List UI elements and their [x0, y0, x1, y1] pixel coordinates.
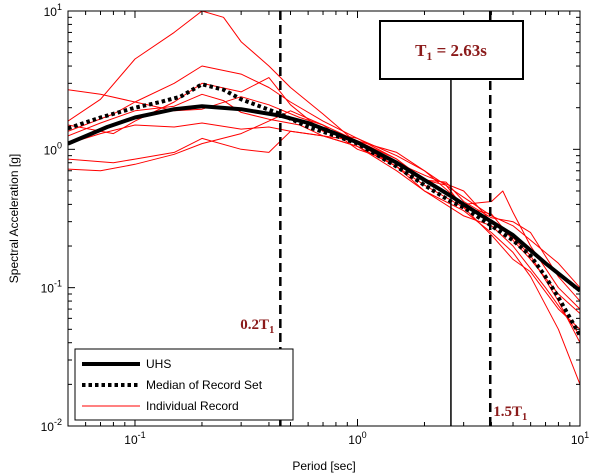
y-tick-label: 10-2 [41, 417, 62, 434]
y-tick-label: 10-1 [41, 279, 62, 296]
y-tick-label: 100 [44, 140, 62, 157]
annotation-1.5T1: 1.5T1 [493, 404, 527, 423]
plot-frame [67, 10, 581, 427]
reference-lines [279, 11, 492, 426]
legend: UHS Median of Record Set Individual Record [74, 348, 294, 421]
annotation-T1: T1 = 2.63s [415, 41, 487, 63]
x-tick-label: 100 [348, 430, 366, 447]
y-axis-label: Spectral Acceleration [g] [7, 154, 21, 283]
series-layer [68, 11, 580, 385]
y-tick-label: 101 [44, 2, 62, 19]
legend-label: Individual Record [146, 399, 239, 413]
x-tick-label: 10-1 [124, 430, 145, 447]
uhs-line [68, 104, 580, 293]
axis-ticks: 10-1 100 101 10-2 10-1 100 101 [41, 2, 590, 447]
t1-annotation-box [379, 20, 524, 80]
x-axis-label: Period [sec] [292, 459, 355, 473]
annotations: 0.2T1 1.5T1 T1 = 2.63s [240, 20, 527, 423]
x-tick-label: 101 [571, 430, 589, 447]
legend-label: UHS [146, 357, 171, 371]
record-line-8 [68, 65, 580, 289]
legend-label: Median of Record Set [146, 378, 263, 392]
annotation-0.2T1: 0.2T1 [240, 317, 274, 336]
median-line [68, 82, 580, 337]
